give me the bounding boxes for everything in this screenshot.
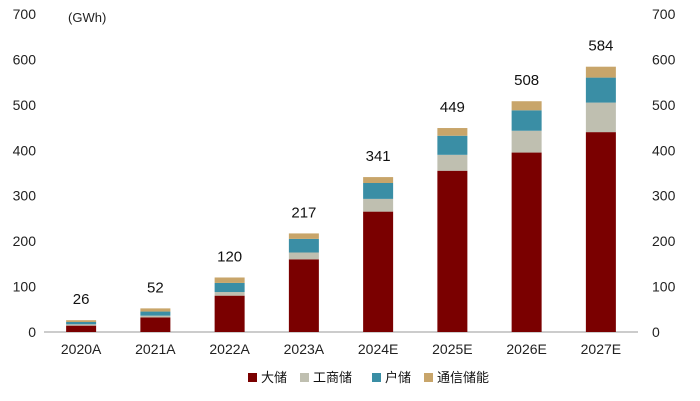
legend-swatch-1 [248,373,257,382]
bar-segment-4 [140,308,171,312]
bar-segment-4 [214,277,245,283]
unit-label: (GWh) [68,10,106,25]
total-data-label: 584 [588,38,613,55]
bar-segment-2 [511,130,542,153]
y-tick-label-left: 700 [13,6,37,22]
bar-segment-1 [140,317,171,332]
bar-segment-1 [214,295,245,332]
bar-segment-2 [585,102,616,133]
y-tick-label-left: 500 [13,97,37,113]
y-tick-label-right: 0 [652,324,660,340]
y-tick-label-right: 500 [652,97,676,113]
bar-segment-4 [437,128,468,136]
total-data-label: 217 [291,204,316,221]
labels-layer: 2020A 26 2021A 52 2022A 120 2023A 217 2024E 341 20… [61,38,621,357]
y-tick-label-left: 100 [13,279,37,295]
y-tick-label-right: 300 [652,188,676,204]
legend: 大储 工商储 户储 通信储能 [248,370,489,386]
bar-segment-1 [511,152,542,332]
y-tick-label-right: 600 [652,51,676,67]
bar-segment-4 [585,66,616,78]
x-tick-label: 2027E [581,341,621,357]
total-data-label: 52 [147,279,164,296]
y-tick-label-right: 100 [652,279,676,295]
y-tick-label-left: 300 [13,188,37,204]
legend-label-4: 通信储能 [437,371,489,386]
bar-segment-2 [288,252,319,260]
legend-label-3: 户储 [385,370,411,386]
bar-segment-1 [585,132,616,332]
bar-segment-1 [66,325,97,332]
bar-segment-4 [363,177,394,183]
y-tick-label-right: 200 [652,233,676,249]
total-data-label: 26 [73,291,90,308]
bar-segment-2 [140,315,171,318]
y-tick-label-right: 700 [652,6,676,22]
x-tick-label: 2023A [284,341,325,357]
bar-segment-2 [214,292,245,296]
bar-segment-4 [288,233,319,239]
bar-segment-3 [214,282,245,293]
bar-segment-3 [66,322,97,325]
total-data-label: 508 [514,72,539,89]
legend-label-2: 工商储 [313,371,352,386]
bar-segment-1 [288,259,319,332]
y-tick-label-right: 400 [652,142,676,158]
legend-label-1: 大储 [261,371,287,386]
bar-segment-2 [363,198,394,212]
y-tick-label-left: 0 [28,324,36,340]
bar-segment-4 [66,320,97,323]
bar-segment-2 [66,324,97,326]
x-tick-label: 2021A [135,341,176,357]
bar-segment-3 [511,110,542,131]
bar-segment-1 [437,170,468,332]
x-tick-label: 2024E [358,341,398,357]
legend-swatch-2 [300,373,309,382]
y-tick-label-left: 400 [13,142,37,158]
x-tick-label: 2022A [209,341,250,357]
bar-segment-4 [511,101,542,111]
legend-swatch-3 [372,373,381,382]
total-data-label: 120 [217,248,242,265]
x-tick-label: 2020A [61,341,102,357]
legend-swatch-4 [424,373,433,382]
bar-segment-2 [437,154,468,171]
bar-segment-3 [585,77,616,103]
bars-layer [66,66,616,332]
total-data-label: 449 [440,99,465,116]
bar-segment-3 [288,238,319,253]
axes-layer: 0 0 100 100 200 200 300 300 400 400 500 500 600 600 70… [13,6,676,340]
bar-segment-3 [363,182,394,199]
y-tick-label-left: 600 [13,51,37,67]
bar-segment-1 [363,211,394,332]
x-tick-label: 2026E [506,341,546,357]
total-data-label: 341 [366,148,391,165]
x-tick-label: 2025E [432,341,472,357]
bar-segment-3 [437,135,468,155]
bar-segment-3 [140,311,171,316]
y-tick-label-left: 200 [13,233,37,249]
